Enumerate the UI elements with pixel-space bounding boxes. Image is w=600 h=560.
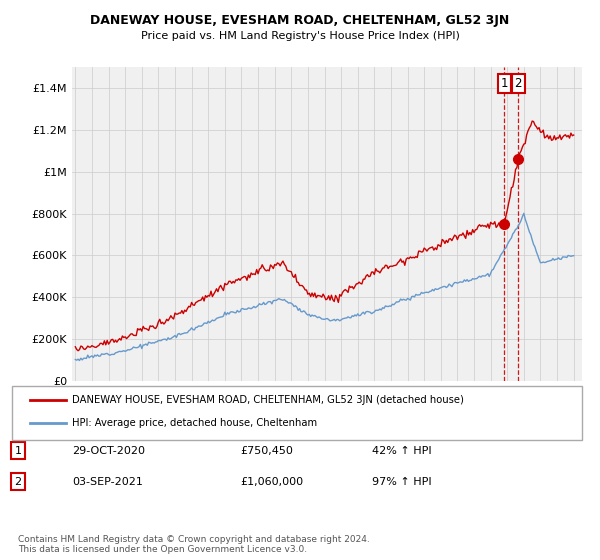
Text: DANEWAY HOUSE, EVESHAM ROAD, CHELTENHAM, GL52 3JN: DANEWAY HOUSE, EVESHAM ROAD, CHELTENHAM,…	[91, 14, 509, 27]
Text: 2: 2	[14, 477, 22, 487]
Text: 97% ↑ HPI: 97% ↑ HPI	[372, 477, 431, 487]
Text: Price paid vs. HM Land Registry's House Price Index (HPI): Price paid vs. HM Land Registry's House …	[140, 31, 460, 41]
Text: £750,450: £750,450	[240, 446, 293, 456]
Text: DANEWAY HOUSE, EVESHAM ROAD, CHELTENHAM, GL52 3JN (detached house): DANEWAY HOUSE, EVESHAM ROAD, CHELTENHAM,…	[72, 395, 464, 405]
Text: 2: 2	[515, 77, 522, 90]
Text: 29-OCT-2020: 29-OCT-2020	[72, 446, 145, 456]
Text: Contains HM Land Registry data © Crown copyright and database right 2024.
This d: Contains HM Land Registry data © Crown c…	[18, 535, 370, 554]
Text: 1: 1	[14, 446, 22, 456]
Text: 1: 1	[501, 77, 508, 90]
Text: HPI: Average price, detached house, Cheltenham: HPI: Average price, detached house, Chel…	[72, 418, 317, 428]
Text: £1,060,000: £1,060,000	[240, 477, 303, 487]
Text: 03-SEP-2021: 03-SEP-2021	[72, 477, 143, 487]
Text: 42% ↑ HPI: 42% ↑ HPI	[372, 446, 431, 456]
